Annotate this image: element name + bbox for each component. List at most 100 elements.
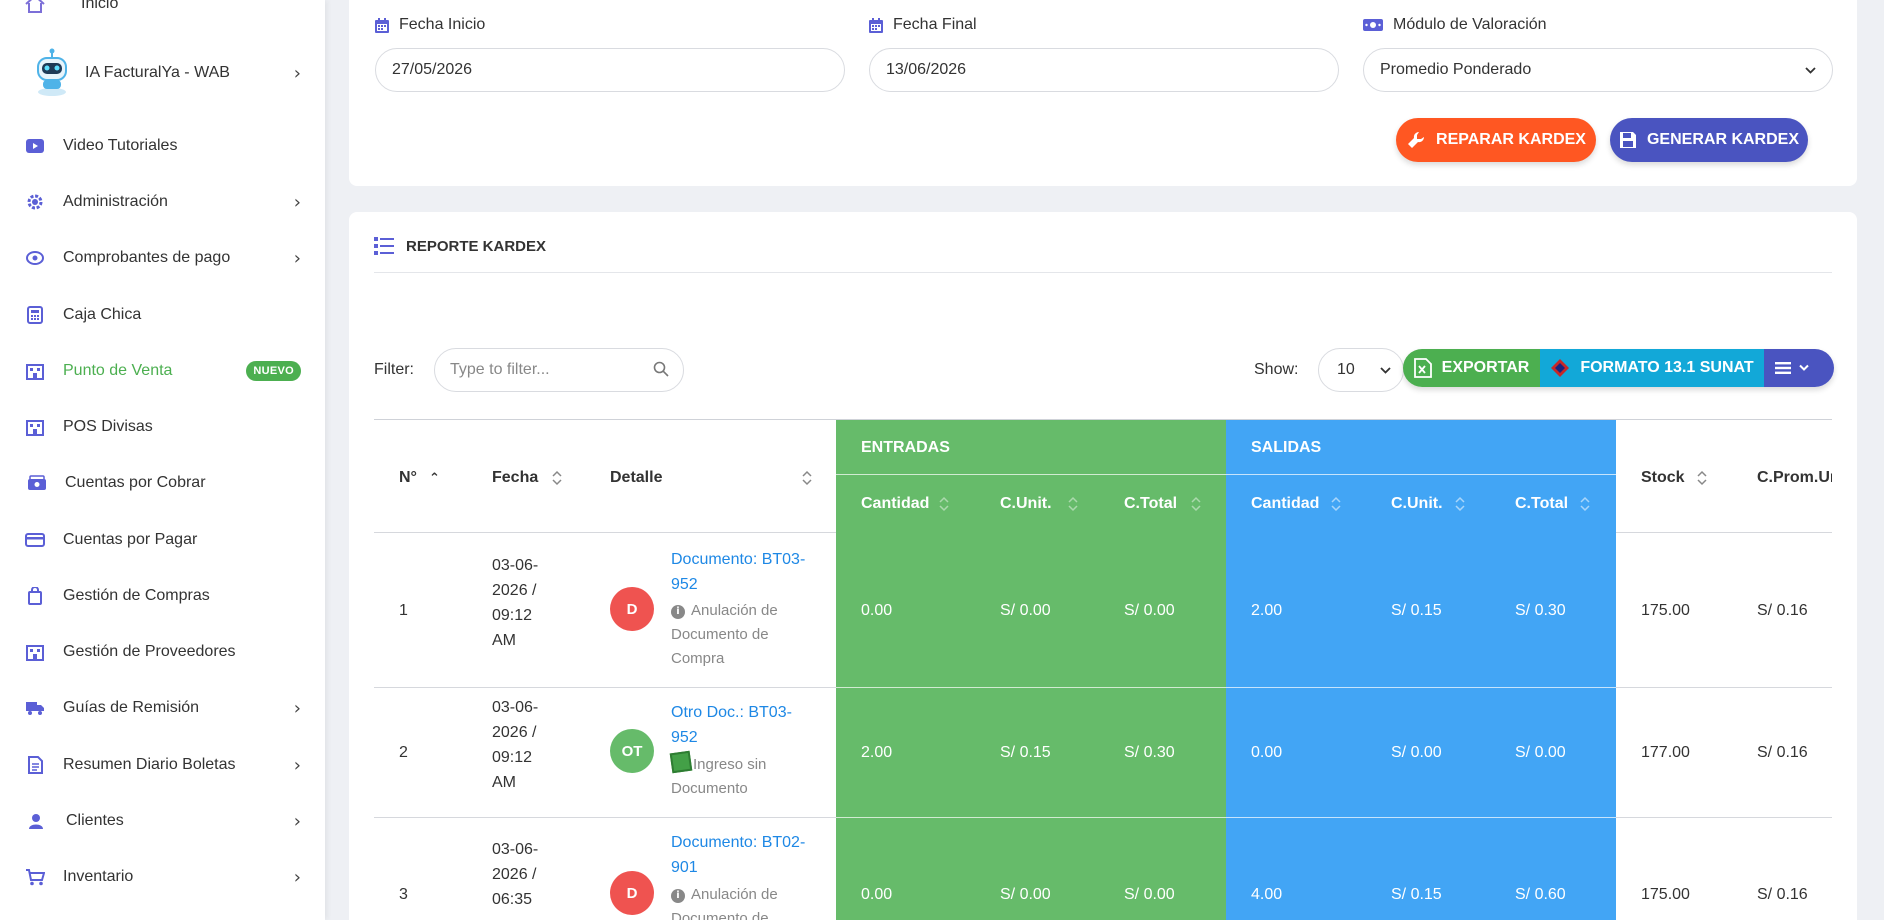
sidebar-item-comprobantes[interactable]: Comprobantes de pago › (0, 238, 325, 278)
calculator-icon (24, 304, 46, 326)
chevron-right-icon: › (293, 754, 301, 776)
sidebar-item-pos-divisas[interactable]: POS Divisas (0, 407, 325, 447)
sidebar-item-video-tutoriales[interactable]: Video Tutoriales (0, 126, 325, 166)
row-divider (836, 817, 1616, 818)
sidebar-item-label: Comprobantes de pago (63, 249, 231, 266)
chevron-right-icon: › (293, 810, 301, 832)
col-header-entradas-cunit[interactable]: C.Unit. (1000, 495, 1078, 513)
sidebar-item-cuentas-cobrar[interactable]: Cuentas por Cobrar (0, 463, 325, 503)
card-icon (24, 529, 46, 551)
row-number: 3 (399, 886, 408, 903)
col-header-salidas-ctotal[interactable]: C.Total (1515, 495, 1590, 513)
note-icon (669, 750, 693, 774)
sidebar-item-label: Inventario (63, 868, 134, 885)
sidebar-item-gestion-compras[interactable]: Gestión de Compras (0, 576, 325, 616)
info-icon: i (671, 889, 685, 903)
col-header-salidas-cantidad[interactable]: Cantidad (1251, 495, 1341, 513)
main-content: Fecha Inicio 27/05/2026 Fecha Final 13/0… (325, 0, 1884, 920)
col-header-entradas-cantidad[interactable]: Cantidad (861, 495, 949, 513)
gear-icon (24, 191, 46, 213)
avatar: OT (610, 729, 654, 773)
calendar-icon (375, 17, 389, 33)
col-header-stock[interactable]: Stock (1641, 469, 1707, 487)
entradas-ctotal: S/ 0.30 (1124, 744, 1175, 761)
row-divider (374, 817, 836, 818)
cprom-value: S/ 0.16 (1757, 886, 1808, 903)
start-date-label: Fecha Inicio (375, 16, 485, 34)
entradas-cunit: S/ 0.15 (1000, 744, 1051, 761)
entradas-cunit: S/ 0.00 (1000, 886, 1051, 903)
document-link[interactable]: Documento: BT03- 952 (671, 551, 806, 593)
document-link[interactable]: Documento: BT02- 901 (671, 834, 806, 876)
row-divider (374, 687, 836, 688)
end-date-label-text: Fecha Final (893, 16, 977, 33)
sidebar-item-administracion[interactable]: Administración › (0, 182, 325, 222)
row-date: 03-06- 2026 /06:35 (492, 841, 539, 908)
sidebar-item-resumen-diario[interactable]: Resumen Diario Boletas › (0, 745, 325, 785)
repair-kardex-button[interactable]: REPARAR KARDEX (1396, 118, 1596, 162)
col-header-entradas-ctotal[interactable]: C.Total (1124, 495, 1201, 513)
salidas-cunit: S/ 0.15 (1391, 886, 1442, 903)
sidebar-item-guias-remision[interactable]: Guías de Remisión › (0, 688, 325, 728)
kardex-report-card: REPORTE KARDEX Filter: Type to filter...… (349, 212, 1857, 920)
kardex-filter-card: Fecha Inicio 27/05/2026 Fecha Final 13/0… (349, 0, 1857, 186)
sort-icon (939, 496, 949, 512)
valuation-label: Módulo de Valoración (1363, 16, 1547, 34)
sunat-format-button[interactable]: FORMATO 13.1 SUNAT (1540, 349, 1764, 387)
sidebar-item-ia-facturalya[interactable]: IA FacturalYa - WAB › (0, 48, 325, 96)
list-icon (374, 237, 394, 255)
filter-label: Filter: (374, 361, 414, 378)
divider (374, 272, 1832, 273)
entradas-cunit: S/ 0.00 (1000, 602, 1051, 619)
sidebar-item-cuentas-pagar[interactable]: Cuentas por Pagar (0, 520, 325, 560)
report-title-text: REPORTE KARDEX (406, 237, 547, 255)
sidebar-item-label: Cuentas por Cobrar (65, 474, 206, 491)
document-icon (24, 754, 46, 776)
sidebar-item-label: Cuentas por Pagar (63, 531, 198, 548)
store-icon (24, 416, 46, 438)
valuation-select[interactable]: Promedio Ponderado (1363, 48, 1833, 92)
entradas-ctotal: S/ 0.00 (1124, 886, 1175, 903)
col-header-detalle[interactable]: Detalle (610, 469, 812, 487)
export-button-group: EXPORTAR FORMATO 13.1 SUNAT (1403, 349, 1834, 387)
sidebar-item-inventario[interactable]: Inventario › (0, 857, 325, 897)
start-date-input[interactable]: 27/05/2026 (375, 48, 845, 92)
store-icon (24, 641, 46, 663)
col-header-cprom[interactable]: C.Prom.Ur (1757, 469, 1832, 486)
row-date: 03-06- 2026 /09:12 AM (492, 699, 539, 791)
salidas-cantidad: 2.00 (1251, 602, 1283, 619)
col-header-salidas-cunit[interactable]: C.Unit. (1391, 495, 1465, 513)
export-button[interactable]: EXPORTAR (1403, 349, 1540, 387)
filter-input[interactable]: Type to filter... (434, 348, 684, 392)
end-date-value: 13/06/2026 (886, 61, 967, 78)
salidas-ctotal: S/ 0.60 (1515, 886, 1566, 903)
col-header-fecha[interactable]: Fecha (492, 469, 562, 487)
sidebar-item-clientes[interactable]: Clientes › (0, 801, 325, 841)
avatar: D (610, 587, 654, 631)
document-description: i Anulación de Documento de (671, 886, 778, 920)
stock-value: 177.00 (1641, 744, 1690, 761)
chevron-right-icon: › (293, 191, 301, 213)
end-date-input[interactable]: 13/06/2026 (869, 48, 1339, 92)
col-group-entradas: ENTRADAS (861, 439, 950, 456)
header-bottom-border (374, 532, 836, 533)
sort-icon (1580, 496, 1590, 512)
chevron-right-icon: › (293, 247, 301, 269)
table-top-border (374, 419, 1832, 420)
sort-icon (1331, 496, 1341, 512)
sidebar-item-gestion-proveedores[interactable]: Gestión de Proveedores (0, 632, 325, 672)
export-label: EXPORTAR (1441, 359, 1530, 376)
more-options-button[interactable] (1764, 349, 1834, 387)
page-size-select[interactable]: 10 (1318, 348, 1404, 392)
chevron-down-icon (1380, 363, 1391, 377)
generate-kardex-button[interactable]: GENERAR KARDEX (1610, 118, 1808, 162)
sidebar-item-inicio[interactable]: Inicio (0, 0, 325, 24)
col-header-n[interactable]: N° ⌃ (399, 469, 440, 486)
row-divider (1616, 817, 1832, 818)
sort-icon (1068, 496, 1078, 512)
document-link[interactable]: Otro Doc.: BT03- 952 (671, 704, 792, 746)
sidebar-item-punto-de-venta[interactable]: Punto de Venta NUEVO (0, 351, 325, 391)
sidebar-item-label: POS Divisas (63, 418, 153, 435)
sidebar-item-caja-chica[interactable]: Caja Chica (0, 295, 325, 335)
chevron-right-icon: › (293, 62, 301, 84)
